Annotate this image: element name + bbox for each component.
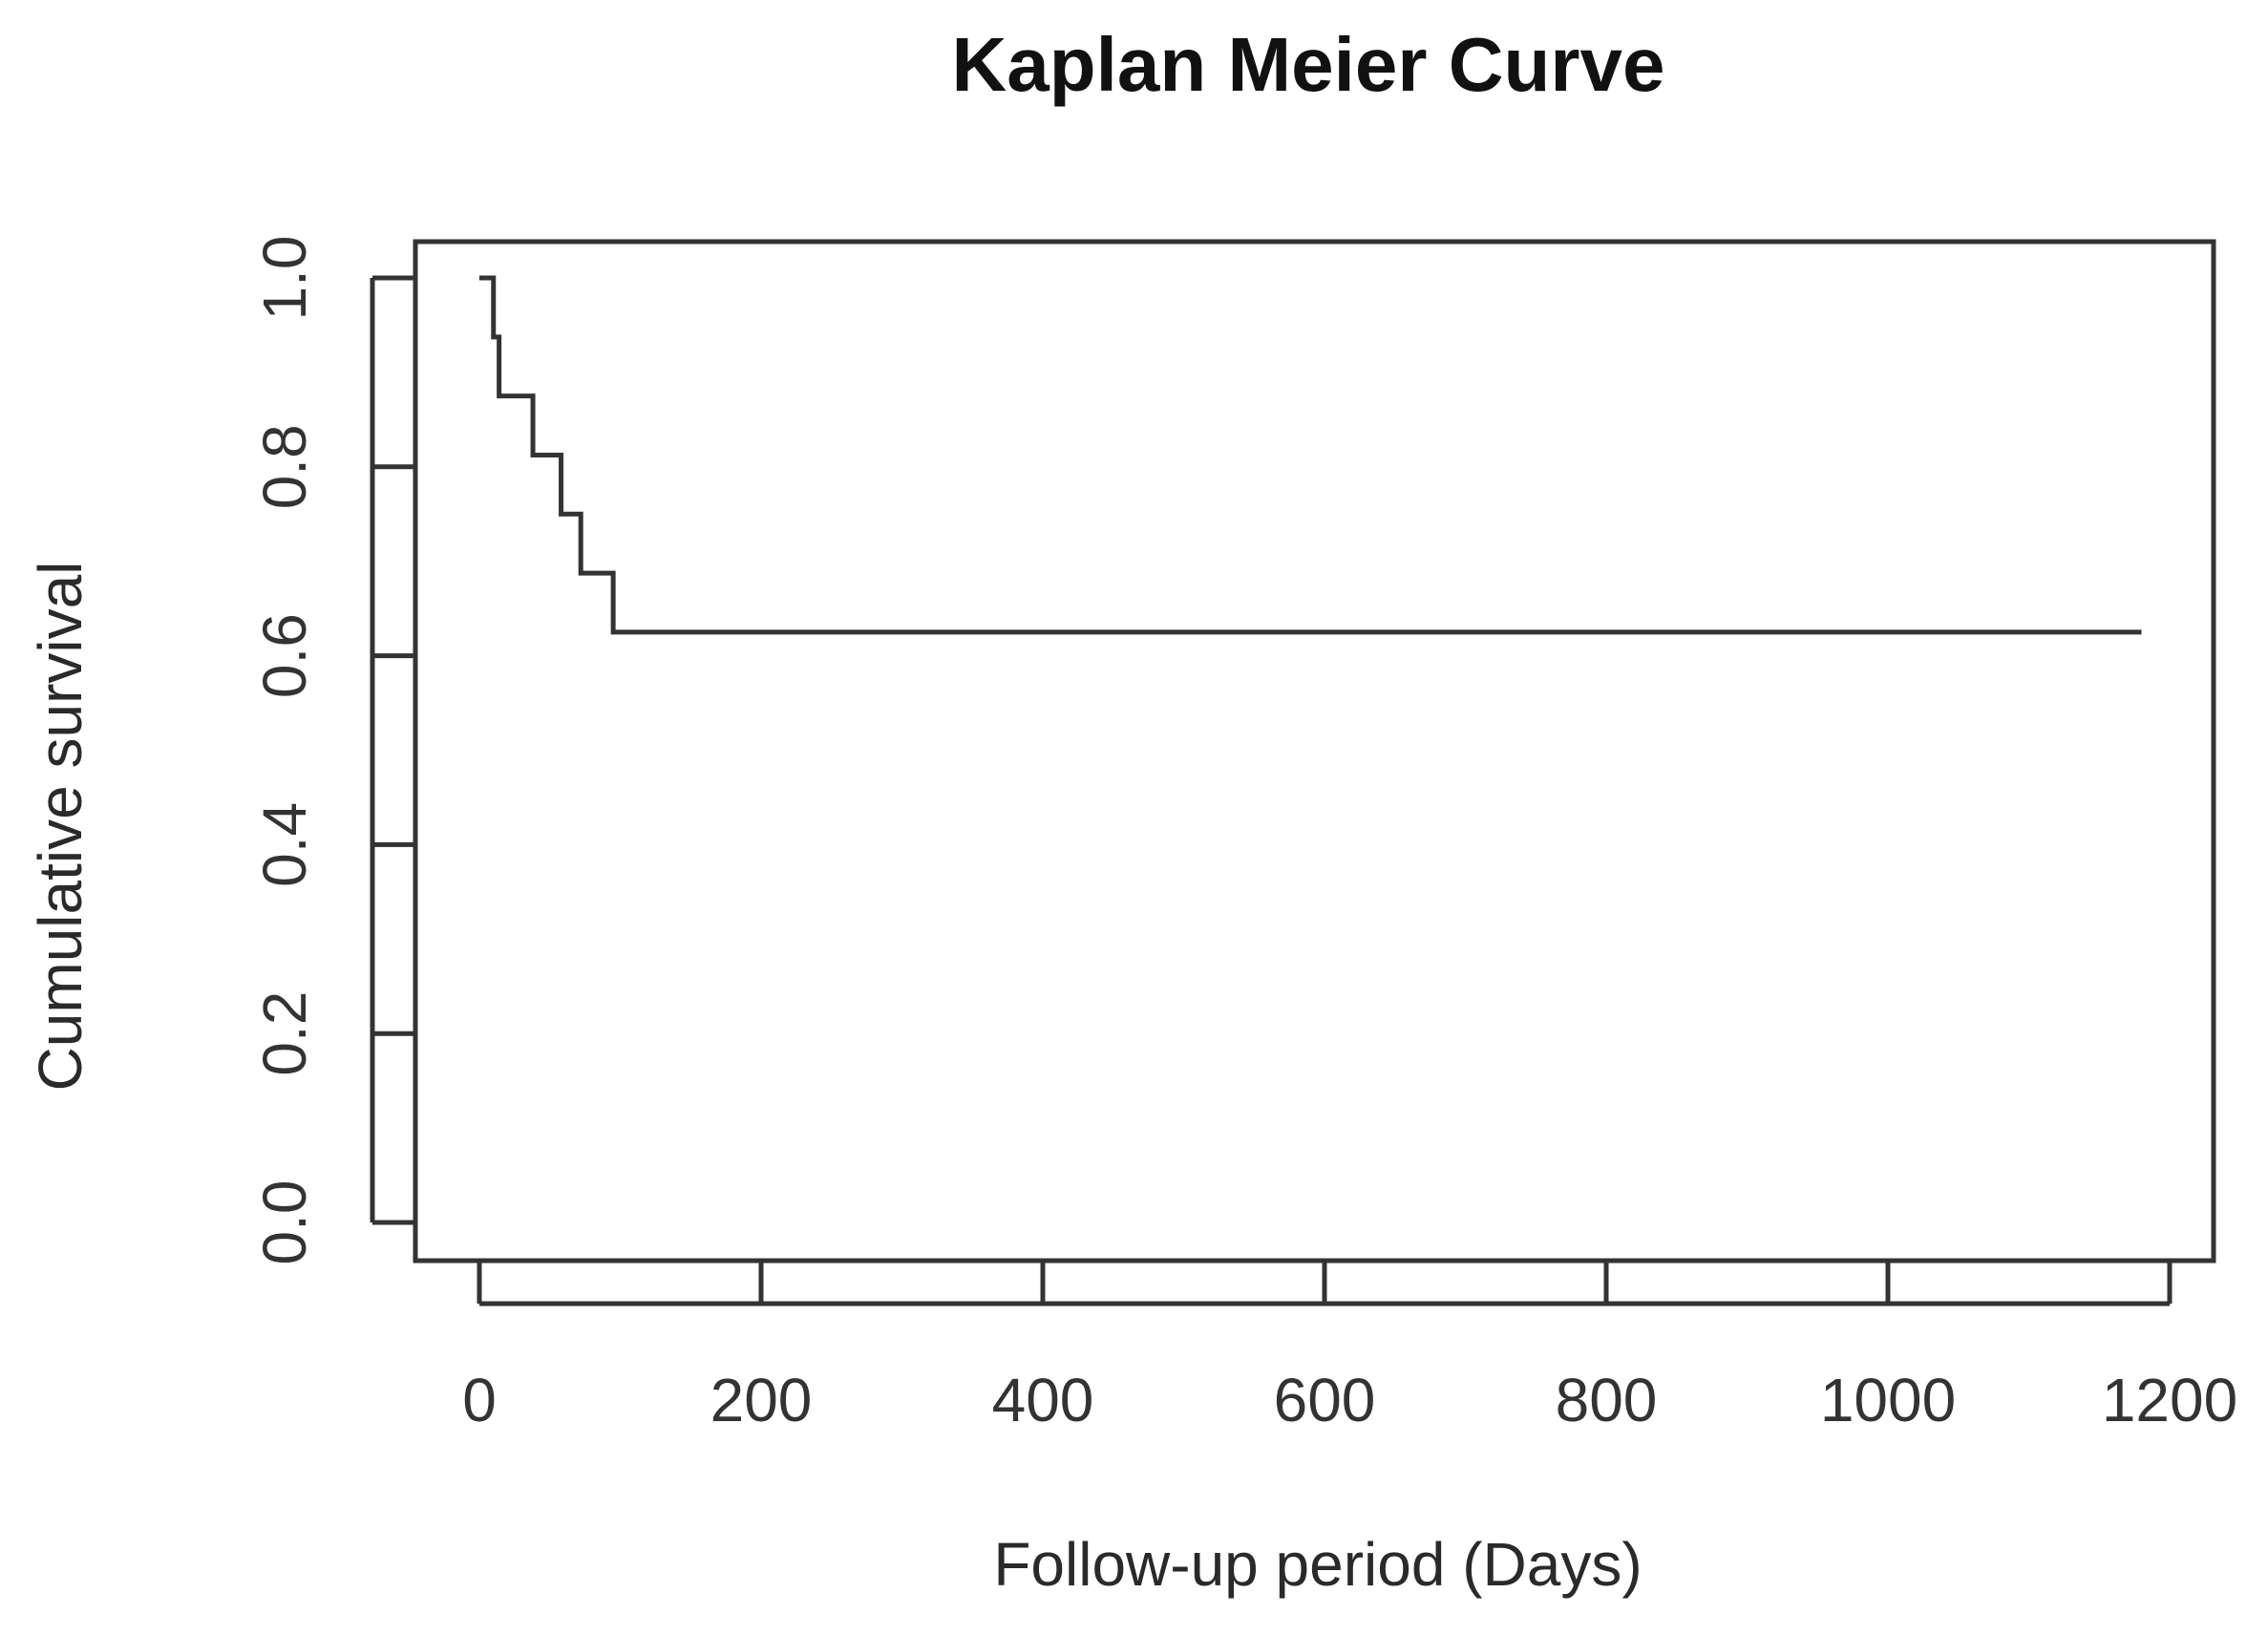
x-axis: 0 200 400 600 800 1000 1200 xyxy=(462,1261,2237,1434)
survival-curve xyxy=(479,275,2142,635)
y-tick-label: 0.0 xyxy=(250,1180,319,1265)
chart-title: Kaplan Meier Curve xyxy=(952,22,1665,107)
y-tick-label: 0.8 xyxy=(250,424,319,509)
x-tick-label: 0 xyxy=(462,1366,497,1434)
x-tick-label: 1000 xyxy=(1820,1366,1956,1434)
y-tick-label: 0.4 xyxy=(250,802,319,887)
x-tick-label: 600 xyxy=(1274,1366,1376,1434)
x-axis-label: Follow-up period (Days) xyxy=(993,1530,1642,1599)
x-tick-label: 800 xyxy=(1556,1366,1658,1434)
x-tick-label: 1200 xyxy=(2102,1366,2237,1434)
y-axis: 0.0 0.2 0.4 0.6 0.8 1.0 xyxy=(250,236,415,1265)
y-tick-label: 0.2 xyxy=(250,991,319,1076)
x-tick-label: 400 xyxy=(992,1366,1094,1434)
plot-frame xyxy=(413,239,2216,1264)
y-tick-label: 0.6 xyxy=(250,613,319,698)
y-tick-label: 1.0 xyxy=(250,236,319,321)
x-tick-label: 200 xyxy=(710,1366,813,1434)
y-axis-label: Cumulative survival xyxy=(26,562,95,1092)
